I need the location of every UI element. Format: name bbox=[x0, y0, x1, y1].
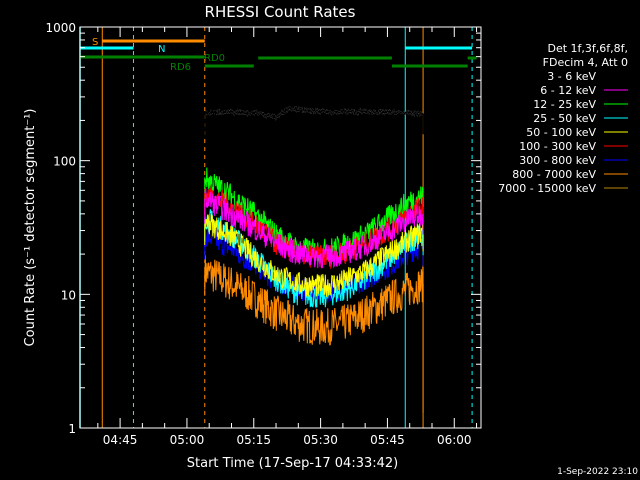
y-tick-label-1: 10 bbox=[61, 288, 76, 302]
legend-label-0: 3 - 6 keV bbox=[547, 70, 596, 83]
x-tick-label-3: 05:30 bbox=[303, 433, 338, 447]
x-tick-label-5: 06:00 bbox=[437, 433, 472, 447]
series-line-0 bbox=[204, 105, 424, 121]
legend-label-4: 50 - 100 keV bbox=[526, 126, 596, 139]
plot-frame bbox=[79, 26, 482, 429]
y-tick-label-3: 1000 bbox=[45, 21, 76, 35]
x-tick-label-1: 05:00 bbox=[170, 433, 205, 447]
legend-label-7: 800 - 7000 keV bbox=[512, 168, 596, 181]
legend-label-8: 7000 - 15000 keV bbox=[498, 182, 596, 195]
series-line-4 bbox=[204, 208, 424, 298]
series-line-7 bbox=[204, 255, 424, 346]
legend-label-1: 6 - 12 keV bbox=[540, 84, 596, 97]
legend-header-1: Det 1f,3f,6f,8f, bbox=[547, 42, 628, 55]
legend-label-3: 25 - 50 keV bbox=[533, 112, 596, 125]
legend-header-2: FDecim 4, Att 0 bbox=[543, 56, 628, 69]
x-axis-label: Start Time (17-Sep-17 04:33:42) bbox=[187, 456, 398, 471]
legend-label-5: 100 - 300 keV bbox=[519, 140, 596, 153]
y-axis-label: Count Rate (s⁻¹ detector segment⁻¹) bbox=[23, 109, 38, 347]
chart-title: RHESSI Count Rates bbox=[205, 3, 356, 21]
y-tick-label-2: 100 bbox=[53, 155, 76, 169]
x-tick-label-0: 04:45 bbox=[103, 433, 138, 447]
x-tick-label-4: 05:45 bbox=[370, 433, 405, 447]
series-line-1 bbox=[204, 187, 424, 269]
legend-label-6: 300 - 800 keV bbox=[519, 154, 596, 167]
y-tick-label-0: 1 bbox=[68, 422, 76, 436]
flag-label-s: S bbox=[92, 37, 98, 48]
flag-label-n: N bbox=[158, 44, 165, 55]
flag-label-rd6: RD6 bbox=[170, 62, 191, 73]
x-tick-label-2: 05:15 bbox=[236, 433, 271, 447]
flag-label-rd0: RD0 bbox=[204, 53, 225, 64]
footer-timestamp: 1-Sep-2022 23:10 bbox=[557, 467, 638, 477]
legend-label-2: 12 - 25 keV bbox=[533, 98, 596, 111]
